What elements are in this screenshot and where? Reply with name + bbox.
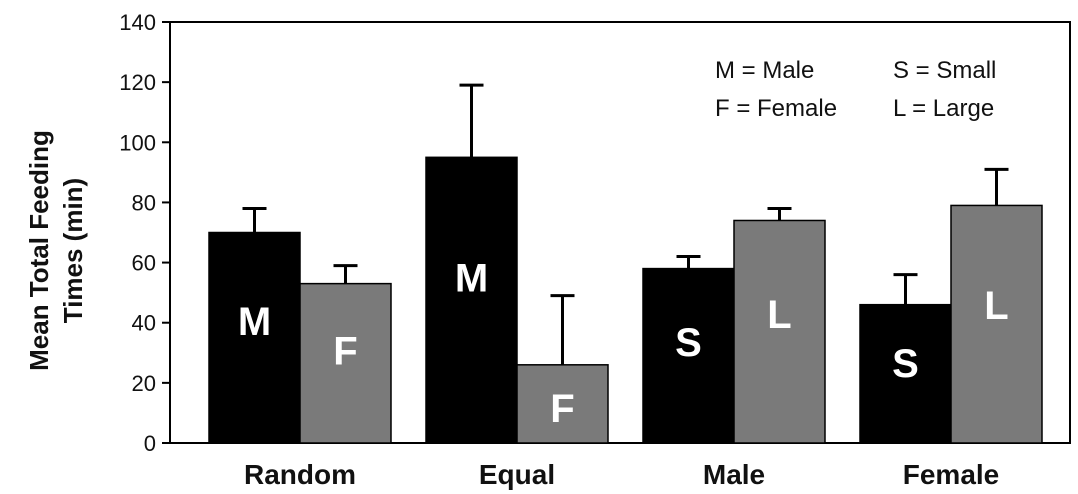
bar-label-female-1: S <box>892 342 919 386</box>
bar-label-male-1: S <box>675 321 702 365</box>
y-tick-label-140: 140 <box>119 10 156 35</box>
y-tick-label-40: 40 <box>132 311 156 336</box>
bar-label-male-2: L <box>767 293 791 337</box>
plot-frame <box>169 21 1071 444</box>
bar-female-1 <box>859 303 952 444</box>
bar-random-2 <box>299 282 392 444</box>
y-tick-label-60: 60 <box>132 251 156 276</box>
y-axis-title-line-2: Times (min) <box>58 178 88 323</box>
y-axis-title-line-1: Mean Total Feeding <box>24 130 54 371</box>
bar-label-female-2: L <box>984 284 1008 328</box>
bars: M F M F S L S L <box>208 83 1043 444</box>
x-category-label-male: Male <box>703 459 765 490</box>
x-category-label-equal: Equal <box>479 459 555 490</box>
y-tick-label-100: 100 <box>119 130 156 155</box>
bar-random-1 <box>208 231 301 444</box>
bar-label-equal-2: F <box>550 387 574 431</box>
y-tick-label-80: 80 <box>132 190 156 215</box>
bar-label-random-1: M <box>238 300 271 344</box>
bar-female-2 <box>950 204 1043 444</box>
bar-label-random-2: F <box>333 330 357 374</box>
legend-entry-2: S = Small <box>893 57 996 84</box>
bar-male-2 <box>733 219 826 444</box>
x-category-label-random: Random <box>244 459 356 490</box>
axes: 0 20 40 60 80 100 120 140 <box>119 10 1071 456</box>
y-tick-label-0: 0 <box>144 431 156 456</box>
legend: M = Male S = Small F = Female L = Large <box>715 57 996 122</box>
y-axis-title-group: Mean Total Feeding Times (min) <box>24 130 88 371</box>
bar-equal-2 <box>516 364 609 444</box>
x-category-label-female: Female <box>903 459 1000 490</box>
legend-entry-3: F = Female <box>715 95 837 122</box>
bar-equal-1 <box>425 156 518 444</box>
category-labels: Random Equal Male Female <box>244 459 999 490</box>
bar-male-1 <box>642 267 735 444</box>
y-tick-label-20: 20 <box>132 371 156 396</box>
bar-label-equal-1: M <box>455 256 488 300</box>
legend-entry-1: M = Male <box>715 57 814 84</box>
legend-entry-4: L = Large <box>893 95 994 122</box>
y-tick-label-120: 120 <box>119 70 156 95</box>
